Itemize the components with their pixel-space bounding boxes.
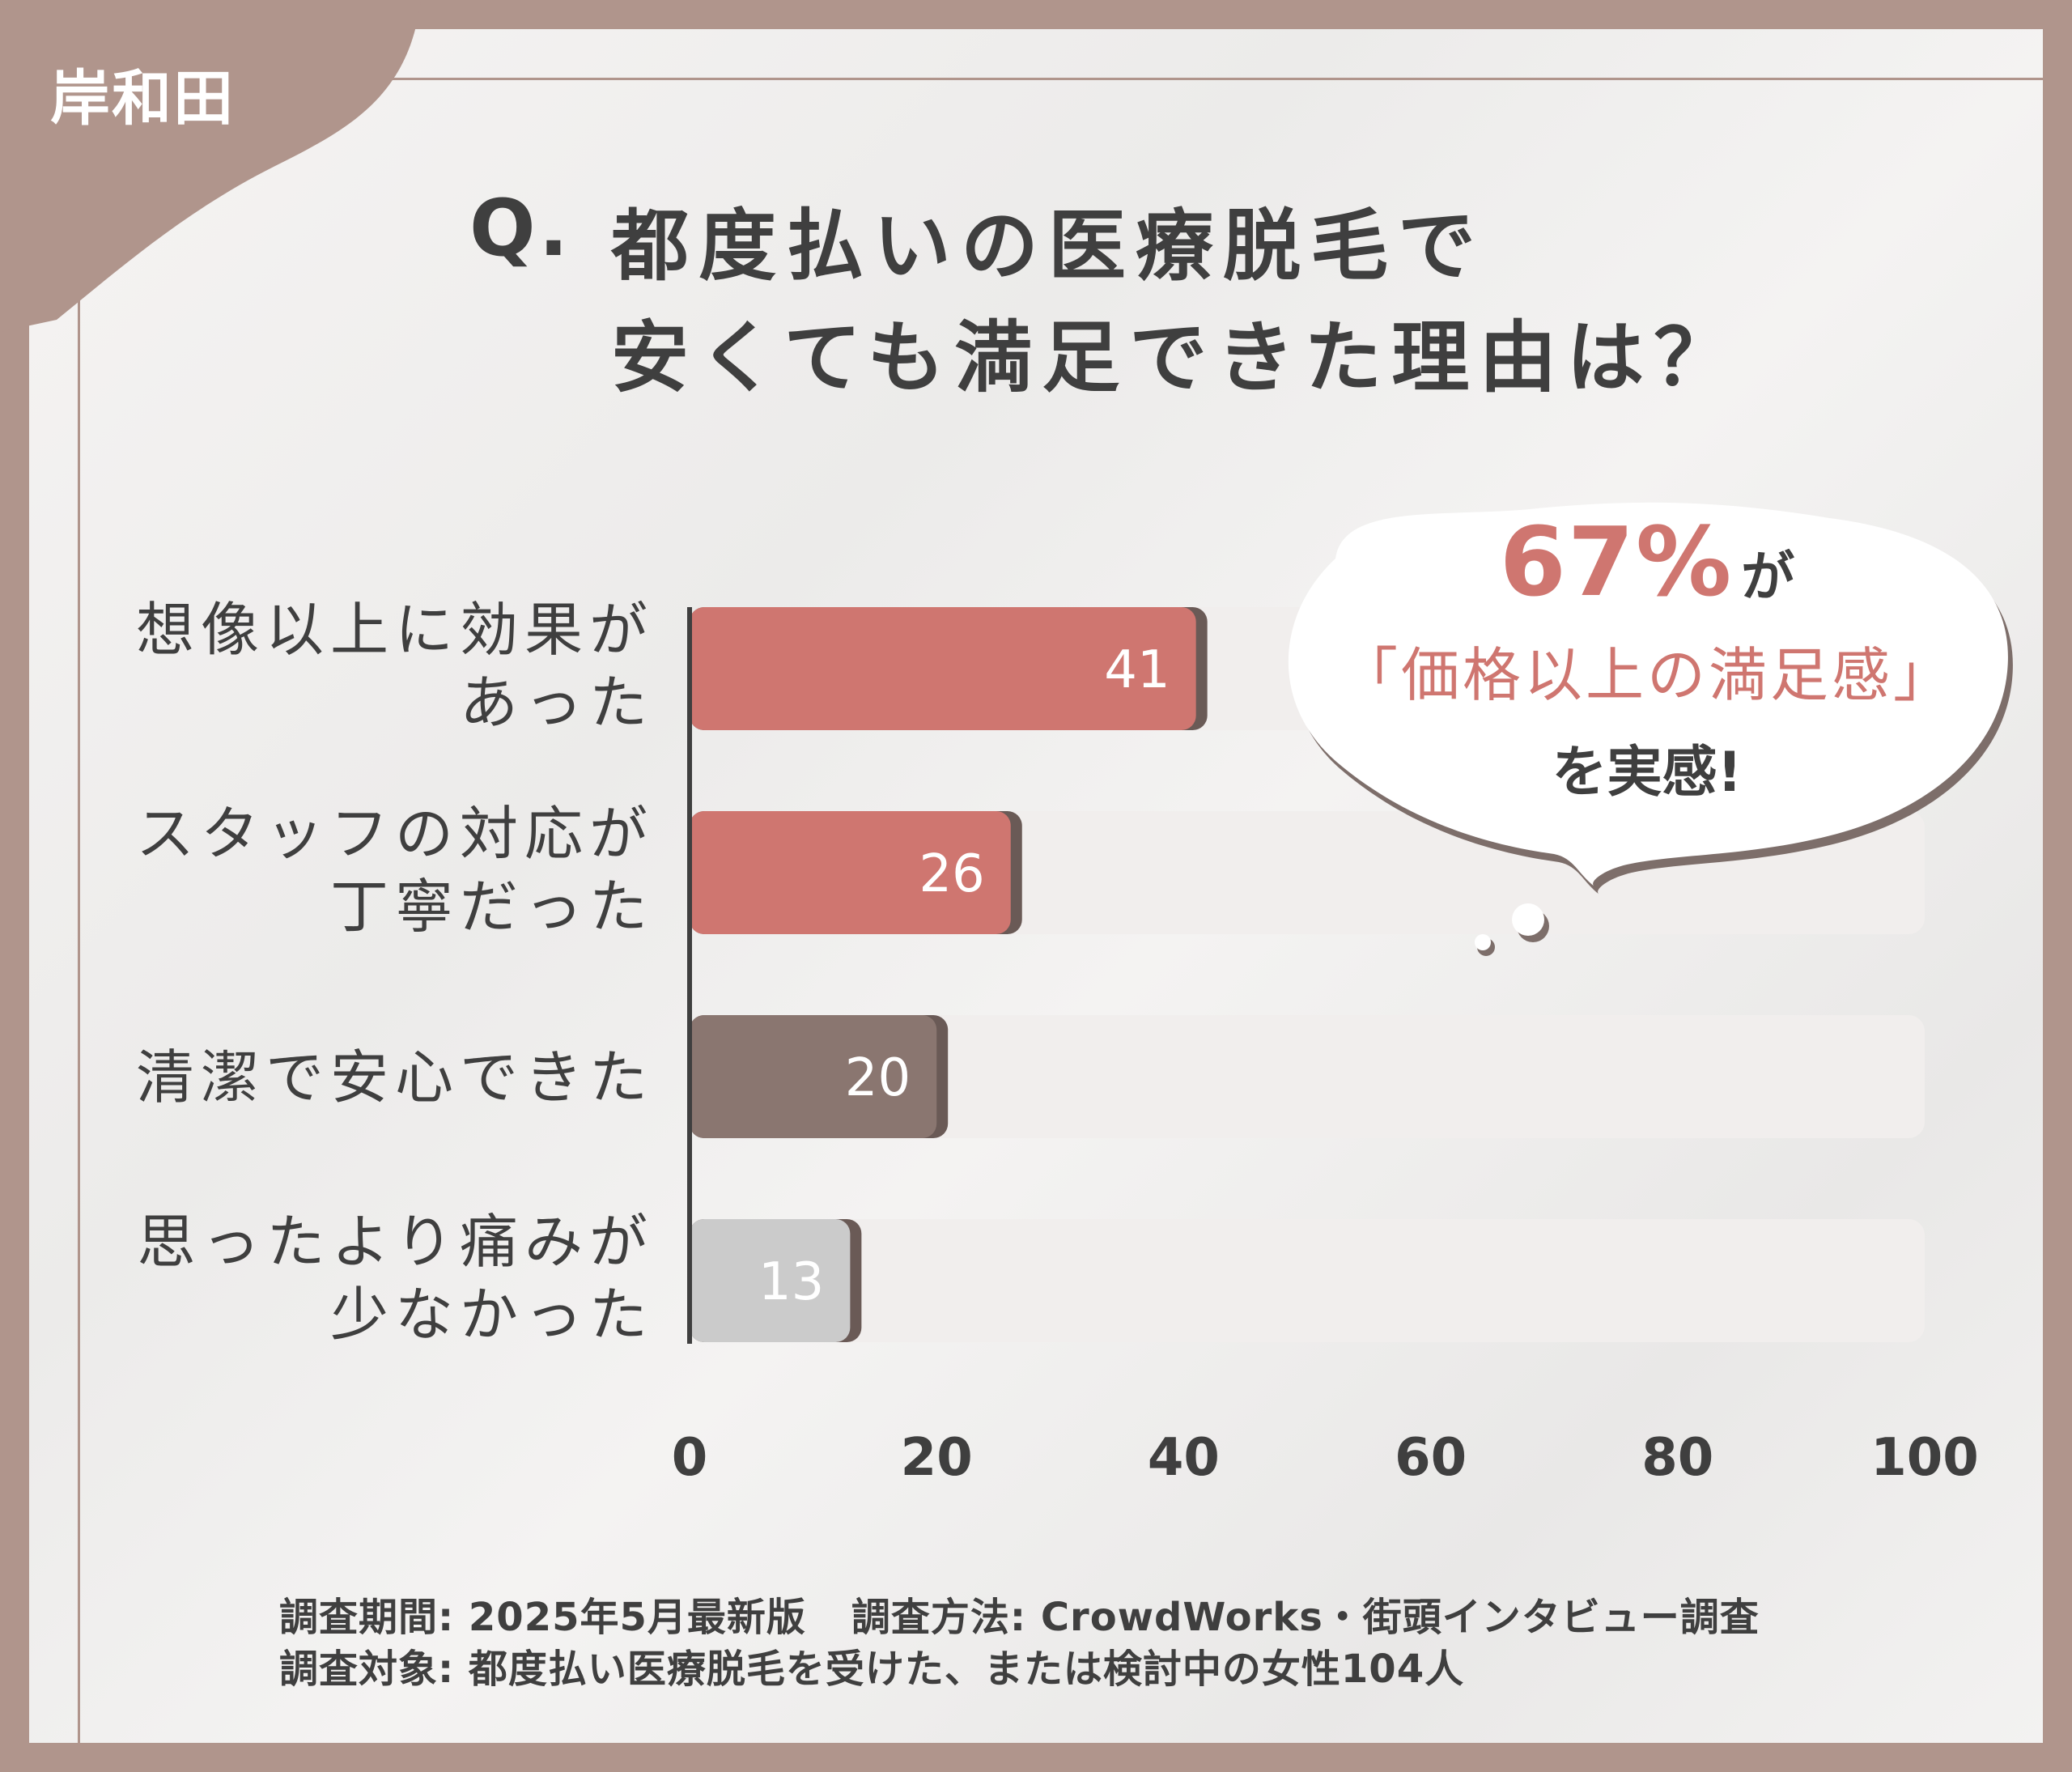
x-tick-label: 60: [1395, 1428, 1467, 1488]
bar-value-label: 26: [919, 844, 984, 904]
bar: [690, 1015, 937, 1138]
bar: [690, 811, 1011, 934]
callout-tail: を実感!: [1552, 741, 1743, 805]
x-tick-label: 80: [1641, 1428, 1713, 1488]
x-tick-label: 20: [901, 1428, 973, 1488]
bar-value-label: 13: [758, 1252, 824, 1312]
category-label: 清潔で安心できた: [136, 1043, 654, 1111]
place-label: 岸和田: [50, 64, 235, 134]
survey-note-line-1: 調査期間: 2025年5月最新版 調査方法: CrowdWorks・街頭インタビュ…: [279, 1585, 1760, 1642]
x-tick-label: 0: [672, 1428, 708, 1488]
thought-dot-large: [1512, 903, 1544, 936]
thought-dot-small: [1475, 934, 1491, 950]
thought-bubble-shape: [1288, 502, 2013, 894]
category-label: あった: [460, 669, 654, 737]
survey-method: 調査方法: CrowdWorks・街頭インタビュー調査: [851, 1595, 1760, 1640]
bar-track: [690, 1219, 1925, 1342]
bar-value-label: 41: [1104, 640, 1170, 700]
page-title-line-1: 都度払いの医療脱毛で: [611, 201, 1485, 291]
x-tick-label: 100: [1870, 1428, 1979, 1488]
x-tick-label: 40: [1148, 1428, 1220, 1488]
survey-target: 調査対象: 都度払い医療脱毛を受けた、または検討中の女性104人: [279, 1647, 1465, 1692]
bar-value-label: 20: [845, 1048, 911, 1108]
callout-percent: 67%: [1499, 506, 1734, 618]
question-marker: Q.: [469, 183, 572, 274]
bar: [690, 607, 1196, 730]
bar-track: [690, 1015, 1925, 1138]
callout-ga: が: [1741, 546, 1795, 608]
callout: 67% が 「価格以上の満足感」 を実感!: [1275, 506, 2019, 807]
category-label: 想像以上に効果が: [136, 596, 654, 664]
page-title-line-2: 安くても満足できた理由は？: [611, 312, 1742, 403]
category-label: 思ったより痛みが: [137, 1208, 654, 1276]
category-label: 丁寧だった: [330, 873, 654, 941]
callout-quote: 「価格以上の満足感」: [1339, 641, 1955, 709]
category-label: スタッフの対応が: [136, 800, 654, 868]
category-label: 少なかった: [330, 1281, 654, 1349]
bar: [690, 1219, 851, 1342]
corner-tab: [0, 0, 421, 332]
survey-period: 調査期間: 2025年5月最新版: [279, 1595, 806, 1640]
